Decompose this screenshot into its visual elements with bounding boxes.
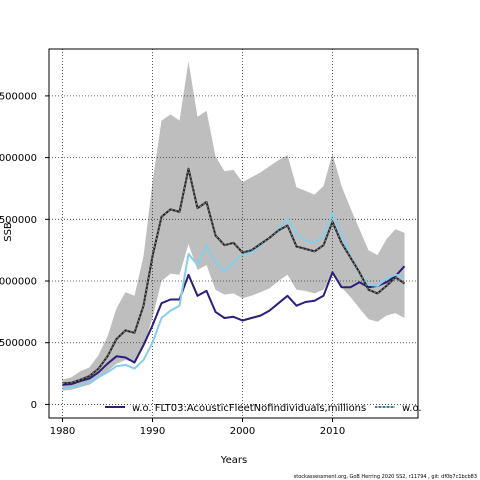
y-tick-label-5: 2500000 [0, 91, 37, 102]
plot-frame [48, 48, 419, 419]
y-axis-label: SSB [3, 222, 14, 242]
credit-text: stockassessment.org, GoB Herring 2020 SS… [294, 474, 477, 480]
legend: w.o. FLT03:AcousticFleetNofindividuals,m… [105, 403, 422, 414]
x-axis-ticks: 1980 1990 2000 2010 [50, 418, 345, 437]
x-tick-label-3: 2010 [320, 426, 345, 437]
series-line-1 [62, 265, 406, 386]
legend-label-series-1: w.o. FLT03:AcousticFleetNofindividuals,m… [132, 403, 366, 414]
y-tick-label-4: 2000000 [0, 153, 37, 164]
legend-label-series-2: w.o. [402, 403, 422, 414]
confidence-band [62, 61, 405, 391]
y-tick-label-1: 500000 [0, 338, 37, 349]
y-tick-label-3: 1500000 [0, 215, 37, 226]
series-line-3-dash [62, 168, 405, 384]
series-line-2 [62, 212, 405, 390]
confidence-band-layer [62, 61, 405, 391]
x-axis-label: Years [220, 455, 247, 466]
x-tick-label-2: 2000 [230, 426, 255, 437]
y-axis-ticks: 0 500000 1000000 1500000 2000000 2500000 [0, 91, 49, 411]
y-tick-label-2: 1000000 [0, 277, 37, 288]
series-layer [62, 167, 406, 390]
y-tick-label-0: 0 [31, 400, 37, 411]
x-tick-label-0: 1980 [50, 426, 75, 437]
x-tick-label-1: 1990 [140, 426, 165, 437]
